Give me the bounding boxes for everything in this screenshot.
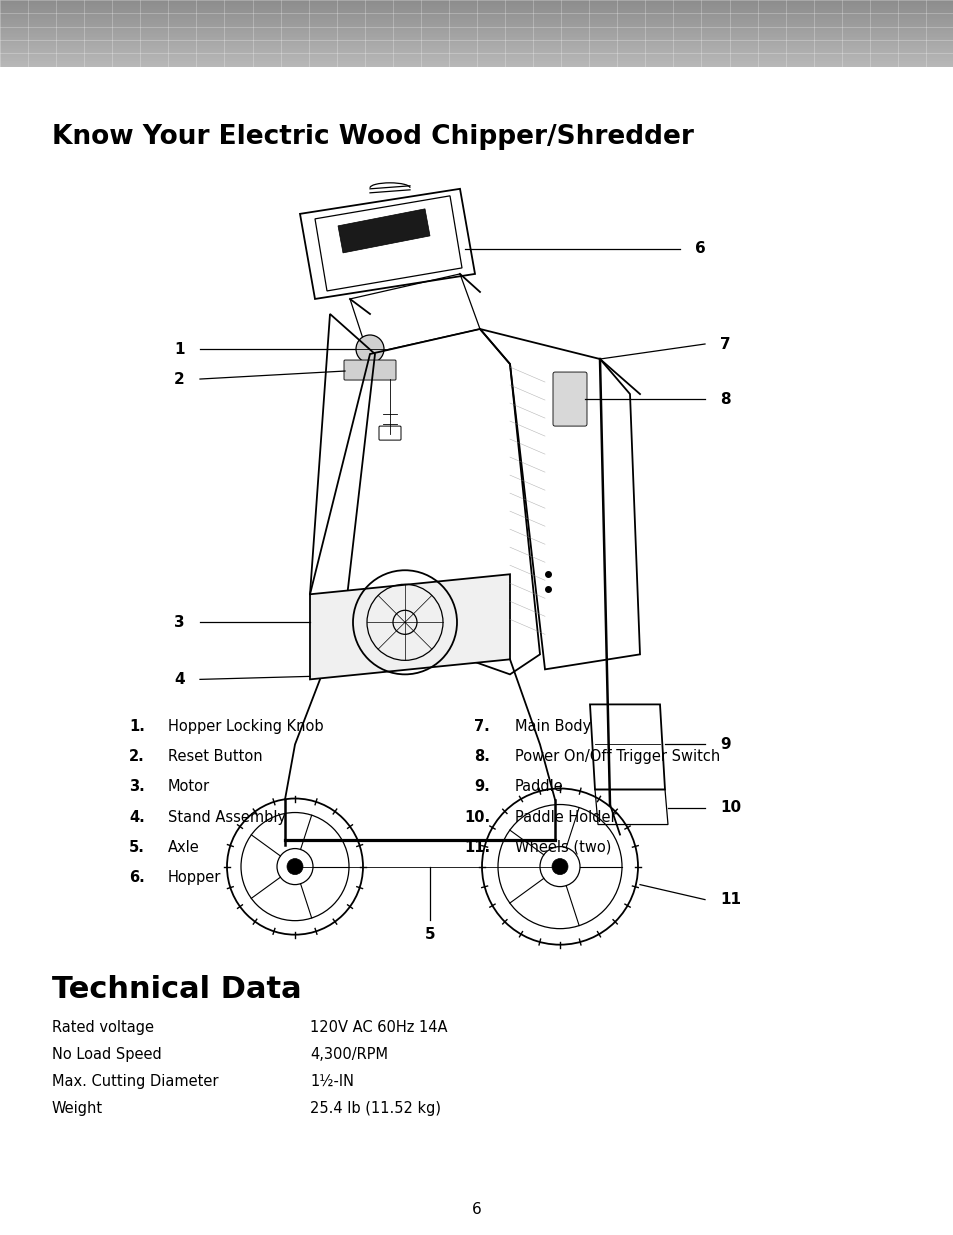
Text: 11: 11 <box>720 892 740 908</box>
Text: 4,300/RPM: 4,300/RPM <box>310 1047 388 1062</box>
FancyBboxPatch shape <box>553 372 586 426</box>
Text: Max. Cutting Diameter: Max. Cutting Diameter <box>52 1073 218 1089</box>
Text: 7: 7 <box>720 336 730 352</box>
Text: Hopper: Hopper <box>168 869 221 884</box>
Text: 2.: 2. <box>129 750 145 764</box>
Text: 5: 5 <box>424 927 435 942</box>
Text: 9.: 9. <box>474 779 490 794</box>
Text: 120V AC 60Hz 14A: 120V AC 60Hz 14A <box>310 1020 447 1035</box>
Text: Paddle Holder: Paddle Holder <box>515 809 616 825</box>
Polygon shape <box>337 209 430 253</box>
Circle shape <box>552 858 567 874</box>
Text: Wheels (two): Wheels (two) <box>515 840 611 855</box>
Text: Main Body: Main Body <box>515 720 591 735</box>
Text: 1.: 1. <box>129 720 145 735</box>
Text: Technical Data: Technical Data <box>52 974 301 1004</box>
Text: 3: 3 <box>174 615 185 630</box>
Text: No Load Speed: No Load Speed <box>52 1047 162 1062</box>
Text: Axle: Axle <box>168 840 199 855</box>
Text: Hopper Locking Knob: Hopper Locking Knob <box>168 720 323 735</box>
Text: 11.: 11. <box>463 840 490 855</box>
Text: 4: 4 <box>174 672 185 687</box>
Text: Reset Button: Reset Button <box>168 750 262 764</box>
Text: Know Your Electric Wood Chipper/Shredder: Know Your Electric Wood Chipper/Shredder <box>52 124 693 149</box>
Text: 5.: 5. <box>129 840 145 855</box>
Polygon shape <box>310 574 510 679</box>
Text: 6: 6 <box>472 1202 481 1216</box>
Text: 3.: 3. <box>129 779 145 794</box>
Text: 2: 2 <box>174 372 185 387</box>
Text: 6.: 6. <box>129 869 145 884</box>
Text: 1½-IN: 1½-IN <box>310 1073 354 1089</box>
Text: 10.: 10. <box>463 809 490 825</box>
Text: 7.: 7. <box>474 720 490 735</box>
Text: 25.4 lb (11.52 kg): 25.4 lb (11.52 kg) <box>310 1100 440 1116</box>
Text: Motor: Motor <box>168 779 210 794</box>
Text: Rated voltage: Rated voltage <box>52 1020 153 1035</box>
FancyBboxPatch shape <box>344 361 395 380</box>
Circle shape <box>355 335 384 363</box>
Text: 1: 1 <box>174 342 185 357</box>
Text: Paddle: Paddle <box>515 779 563 794</box>
Text: 9: 9 <box>720 737 730 752</box>
Text: Stand Assembly: Stand Assembly <box>168 809 286 825</box>
Text: 8: 8 <box>720 391 730 406</box>
Text: 8.: 8. <box>474 750 490 764</box>
Text: Power On/Off Trigger Switch: Power On/Off Trigger Switch <box>515 750 720 764</box>
Text: 4.: 4. <box>129 809 145 825</box>
Text: Weight: Weight <box>52 1100 103 1116</box>
Text: 10: 10 <box>720 800 740 815</box>
Circle shape <box>287 858 303 874</box>
Text: 6: 6 <box>695 241 705 257</box>
